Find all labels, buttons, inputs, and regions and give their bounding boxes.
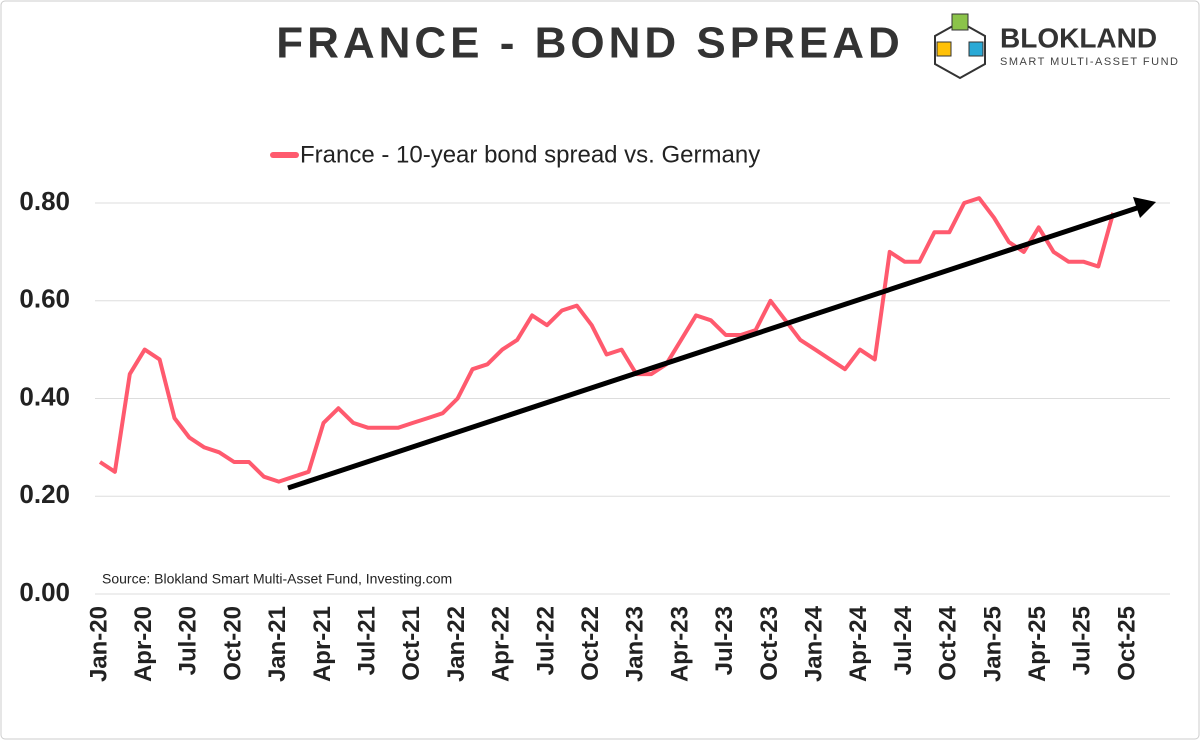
x-tick-label: Apr-20 [130, 606, 157, 682]
logo-icon [934, 13, 986, 80]
x-tick-label: Jul-23 [711, 606, 738, 675]
trend-arrow [287, 204, 1141, 491]
y-tick-label: 0.00 [19, 577, 70, 607]
x-tick-label: Jul-25 [1069, 606, 1096, 675]
x-tick-label: Jul-22 [532, 606, 559, 675]
trend-arrowhead [1133, 197, 1156, 218]
x-tick-label: Apr-22 [488, 606, 515, 682]
y-tick-label: 0.20 [19, 479, 70, 509]
x-tick-label: Jan-20 [85, 606, 112, 682]
legend-label: France - 10-year bond spread vs. Germany [300, 141, 760, 168]
logo-name: BLOKLAND [1000, 22, 1157, 53]
x-tick-label: Oct-23 [756, 606, 783, 681]
x-tick-label: Oct-22 [577, 606, 604, 681]
grid [95, 202, 1170, 595]
x-tick-label: Jul-21 [354, 606, 381, 675]
series-line [98, 196, 1116, 484]
x-tick-label: Jan-23 [622, 606, 649, 682]
x-tick-label: Jan-25 [979, 606, 1006, 682]
x-tick-label: Jan-24 [801, 605, 828, 682]
chart-title: FRANCE - BOND SPREAD [276, 19, 904, 68]
x-tick-label: Oct-24 [935, 605, 962, 680]
x-tick-label: Jul-24 [890, 605, 917, 675]
logo-tagline: SMART MULTI-ASSET FUND [1000, 56, 1179, 68]
y-tick-label: 0.60 [19, 284, 70, 314]
x-tick-label: Jan-22 [443, 606, 470, 682]
x-tick-label: Oct-21 [398, 606, 425, 681]
x-tick-label: Oct-20 [219, 606, 246, 681]
x-tick-label: Oct-25 [1113, 606, 1140, 681]
x-tick-label: Jan-21 [264, 606, 291, 682]
x-tick-label: Apr-25 [1024, 606, 1051, 682]
source-note: Source: Blokland Smart Multi-Asset Fund,… [102, 571, 452, 587]
x-tick-label: Apr-23 [666, 606, 693, 682]
x-tick-label: Apr-24 [845, 605, 872, 682]
x-tick-label: Jul-20 [175, 606, 202, 675]
x-tick-label: Apr-21 [309, 606, 336, 682]
y-tick-label: 0.80 [19, 186, 70, 216]
y-tick-label: 0.40 [19, 381, 70, 411]
